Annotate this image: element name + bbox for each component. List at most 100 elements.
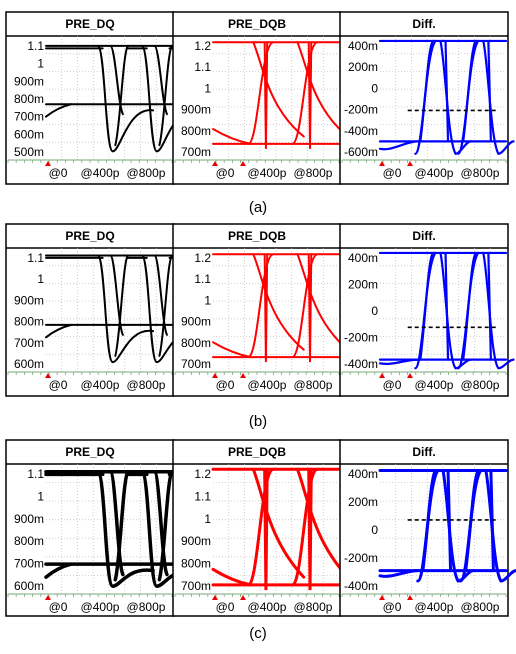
series-trace-9 [482,39,515,155]
x-tick-label: @400p [415,378,454,392]
y-tick-label: 1.1 [27,39,44,53]
x-tick-label: @800p [127,166,166,180]
y-tick-label: 800m [14,534,44,548]
panel-title: Diff. [412,229,435,243]
y-tick-label: 200m [348,278,378,292]
cursor-marker [407,373,413,378]
series-trace-10 [487,251,492,361]
y-tick-label: 400m [348,251,378,265]
x-tick-label: @400p [248,166,287,180]
eye-panel-2: PRE_DQB 1.2 1.1 1 900m 800m 700m @0 @400p @800p [172,11,349,185]
subfigure-caption: (a) [249,199,267,216]
eye-panel-5: PRE_DQB 1.2 1.1 1 900m 800m 700m @0 @400p @800p [172,223,349,397]
y-tick-label: 1.1 [194,60,211,74]
x-tick-label: @400p [248,600,287,614]
y-tick-label: 1 [204,293,211,307]
y-tick-label: 1.2 [194,251,211,265]
series-trace-7 [296,253,349,351]
panel-frame [172,223,342,397]
cursor-marker [379,373,385,378]
x-tick-label: @0 [49,166,68,180]
panel-title: PRE_DQ [65,17,114,31]
panel-frame [5,11,175,185]
x-tick-label: @800p [127,378,166,392]
y-tick-label: 1.1 [27,251,44,265]
y-tick-label: 700m [181,579,211,593]
y-tick-label: 1.1 [27,467,44,481]
series-trace-5 [439,39,472,155]
series-trace-4 [421,469,437,573]
eye-panel-6: Diff. 400m 200m 0 -200m -400m @0 @400p @800p [339,223,515,397]
y-tick-label: 800m [14,92,44,106]
series-trace-5 [109,44,124,116]
y-tick-label: 800m [181,336,211,350]
y-tick-label: 700m [14,557,44,571]
x-tick-label: @0 [383,166,402,180]
x-tick-label: @800p [127,600,166,614]
panel-title: PRE_DQB [228,17,286,31]
series-trace-8 [307,253,313,363]
series-trace-5 [263,467,269,591]
series-trace-9 [211,567,253,587]
y-tick-label: 1 [204,512,211,526]
series-trace-9 [482,251,515,370]
series-trace-8 [152,470,169,577]
eye-panel-4: PRE_DQ 1.1 1 900m 800m 700m 600m @0 @400p @800p [5,223,199,397]
y-tick-label: 900m [181,534,211,548]
y-tick-label: 0 [371,81,378,95]
series-trace-8 [307,467,313,591]
x-tick-label: @800p [461,600,500,614]
series-trace-8 [307,41,313,149]
y-tick-label: 700m [181,357,211,371]
series-trace-10 [44,562,73,579]
eye-panel-1: PRE_DQ 1.1 1 900m 800m 700m 600m 500m @0 @400p @80… [5,11,199,185]
series-trace-6 [291,41,319,145]
series-trace-6 [114,254,129,357]
series-trace-6 [114,44,129,147]
y-tick-label: 800m [181,124,211,138]
y-tick-label: 900m [14,293,44,307]
y-tick-label: 700m [14,336,44,350]
y-tick-label: 0 [371,523,378,537]
y-tick-label: 800m [14,315,44,329]
series-trace-4 [252,253,305,351]
y-tick-label: 1 [37,57,44,71]
eye-panel-7: PRE_DQ 1.1 1 900m 800m 700m 600m @0 @400p @800p [5,439,199,617]
series-trace-4 [419,39,435,143]
series-trace-6 [446,469,453,573]
panel-title: PRE_DQ [65,229,114,243]
series-trace-9 [158,44,173,147]
x-tick-label: @400p [415,600,454,614]
y-tick-label: 500m [14,145,44,159]
subfigure-caption: (b) [249,413,267,430]
series-trace-10 [45,323,73,339]
panel-title: Diff. [412,17,435,31]
cursor-marker [212,161,218,166]
x-tick-label: @800p [294,166,333,180]
cursor-marker [240,595,246,600]
y-tick-label: 200m [348,495,378,509]
y-tick-label: 900m [181,315,211,329]
series-trace-8 [153,44,168,116]
x-tick-label: @400p [81,166,120,180]
x-tick-label: @800p [461,378,500,392]
series-trace-6 [113,470,130,582]
series-trace-8 [462,251,477,361]
y-tick-label: 1.1 [194,489,211,503]
y-tick-label: 600m [14,127,44,141]
x-tick-label: @400p [248,378,287,392]
x-tick-label: @400p [81,378,120,392]
panel-frame [5,223,175,397]
cursor-marker [379,595,385,600]
series-trace-5 [441,469,475,583]
y-tick-label: 800m [181,557,211,571]
series-trace-9 [158,254,173,357]
series-trace-7 [295,467,350,579]
y-tick-label: 900m [181,103,211,117]
series-trace-6 [444,251,450,361]
y-tick-label: 0 [371,304,378,318]
series-trace-4 [96,254,155,364]
y-tick-label: -200m [344,331,378,345]
series-trace-8 [462,39,477,143]
